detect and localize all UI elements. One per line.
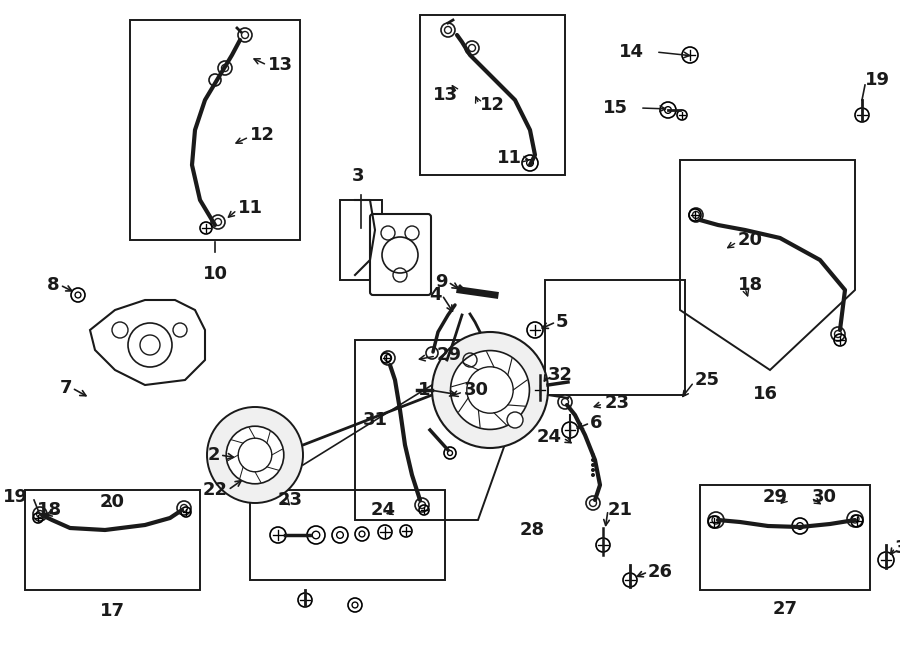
Text: 17: 17 xyxy=(100,602,124,620)
Text: 19: 19 xyxy=(865,71,890,89)
Circle shape xyxy=(558,395,572,409)
Text: 7: 7 xyxy=(59,379,72,397)
Bar xyxy=(130,20,300,240)
Text: 30: 30 xyxy=(464,381,489,399)
Text: 12: 12 xyxy=(250,126,275,144)
Circle shape xyxy=(591,458,595,462)
Circle shape xyxy=(591,468,595,472)
Text: 20: 20 xyxy=(100,493,125,511)
Text: 9: 9 xyxy=(436,273,448,291)
Circle shape xyxy=(831,327,845,341)
Text: 6: 6 xyxy=(590,414,602,432)
Text: 8: 8 xyxy=(48,276,60,294)
Circle shape xyxy=(441,23,455,37)
Circle shape xyxy=(689,208,703,222)
Text: 28: 28 xyxy=(520,521,545,539)
Bar xyxy=(700,485,870,590)
Bar xyxy=(25,490,200,590)
Circle shape xyxy=(465,41,479,55)
Circle shape xyxy=(177,501,191,515)
Text: 16: 16 xyxy=(752,385,778,403)
Circle shape xyxy=(226,426,284,484)
Circle shape xyxy=(432,332,548,448)
Text: 19: 19 xyxy=(3,488,28,506)
Text: 14: 14 xyxy=(619,43,644,61)
Text: 24: 24 xyxy=(371,501,396,519)
Text: 25: 25 xyxy=(695,371,720,389)
Bar xyxy=(420,15,565,175)
Polygon shape xyxy=(90,300,205,385)
Text: 31: 31 xyxy=(363,411,388,429)
Text: 2: 2 xyxy=(208,446,220,464)
Circle shape xyxy=(507,412,523,428)
Text: 27: 27 xyxy=(772,600,797,618)
Circle shape xyxy=(708,512,724,528)
Bar xyxy=(340,200,382,280)
Circle shape xyxy=(211,215,225,229)
Text: 15: 15 xyxy=(603,99,628,117)
Text: 1: 1 xyxy=(418,381,430,399)
Text: 32: 32 xyxy=(895,539,900,557)
Text: 26: 26 xyxy=(648,563,673,581)
Text: 11: 11 xyxy=(497,149,522,167)
Circle shape xyxy=(591,453,595,457)
Bar xyxy=(250,490,445,580)
Text: 23: 23 xyxy=(278,491,303,509)
Bar xyxy=(545,280,685,395)
Text: 23: 23 xyxy=(605,394,630,412)
Circle shape xyxy=(847,511,863,527)
Circle shape xyxy=(415,498,429,512)
Text: 18: 18 xyxy=(738,276,763,294)
Circle shape xyxy=(591,473,595,477)
Text: 29: 29 xyxy=(437,346,462,364)
Text: 18: 18 xyxy=(37,501,62,519)
Circle shape xyxy=(218,61,232,75)
Text: 22: 22 xyxy=(203,481,228,499)
Circle shape xyxy=(238,28,252,42)
FancyBboxPatch shape xyxy=(370,214,431,295)
Text: 13: 13 xyxy=(433,86,458,104)
Text: 13: 13 xyxy=(268,56,293,74)
Circle shape xyxy=(207,407,303,503)
Text: 29: 29 xyxy=(763,488,788,506)
Text: 21: 21 xyxy=(608,501,633,519)
Text: 12: 12 xyxy=(480,96,505,114)
Circle shape xyxy=(33,507,47,521)
Text: 24: 24 xyxy=(537,428,562,446)
Text: 10: 10 xyxy=(202,265,228,283)
Text: 4: 4 xyxy=(429,286,442,304)
Circle shape xyxy=(586,496,600,510)
Text: 30: 30 xyxy=(812,488,837,506)
Text: 5: 5 xyxy=(556,313,569,331)
Text: 3: 3 xyxy=(352,167,365,185)
Circle shape xyxy=(451,351,529,430)
Text: 32: 32 xyxy=(548,366,573,384)
Circle shape xyxy=(381,351,395,365)
Text: 11: 11 xyxy=(238,199,263,217)
Text: 20: 20 xyxy=(738,231,763,249)
Circle shape xyxy=(591,463,595,467)
